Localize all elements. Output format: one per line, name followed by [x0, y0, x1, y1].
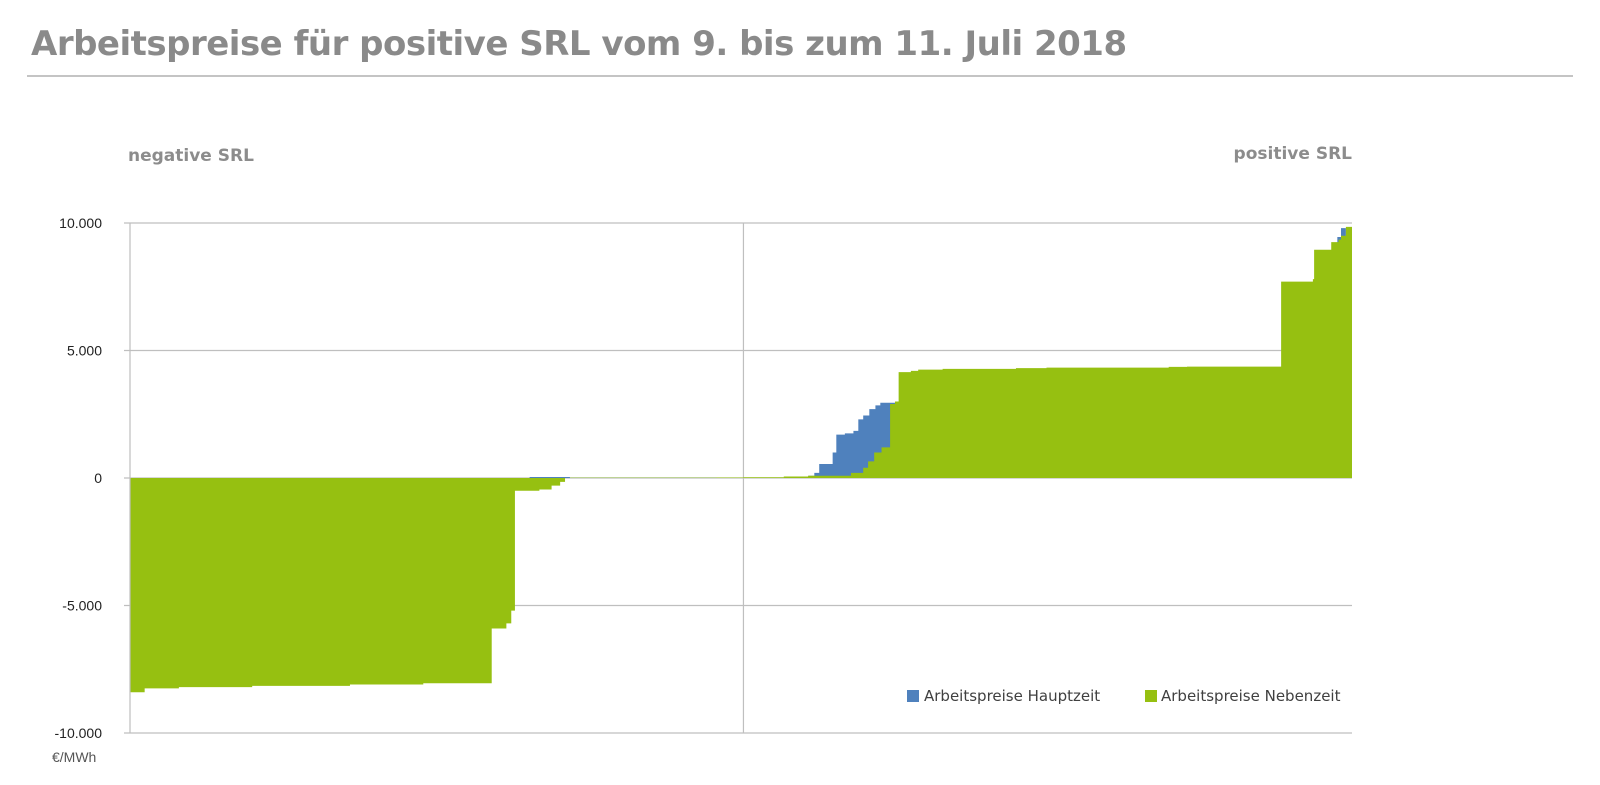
y-tick-label: -10.000	[55, 725, 103, 741]
y-tick-label: 10.000	[59, 215, 102, 231]
y-tick-label: 5.000	[67, 343, 102, 359]
legend-label-hauptzeit: Arbeitspreise Hauptzeit	[924, 687, 1100, 705]
chart-title: Arbeitspreise für positive SRL vom 9. bi…	[31, 24, 1127, 64]
series-areas	[130, 226, 1352, 693]
negative-srl-label: negative SRL	[128, 146, 254, 166]
unit-label: €/MWh	[52, 749, 96, 765]
axes: 10.000 5.000 0 -5.000 -10.000	[55, 215, 131, 741]
y-tick-label: -5.000	[62, 598, 102, 614]
y-tick-label: 0	[94, 470, 102, 486]
positive-srl-label: positive SRL	[1234, 144, 1353, 164]
series-nebenzeit	[130, 226, 1352, 693]
legend-label-nebenzeit: Arbeitspreise Nebenzeit	[1161, 687, 1341, 705]
area-nebenzeit	[130, 226, 1352, 693]
legend-swatch-nebenzeit	[1145, 690, 1157, 702]
title-divider	[27, 75, 1573, 77]
legend: Arbeitspreise Hauptzeit Arbeitspreise Ne…	[907, 687, 1341, 705]
legend-swatch-hauptzeit	[907, 690, 919, 702]
